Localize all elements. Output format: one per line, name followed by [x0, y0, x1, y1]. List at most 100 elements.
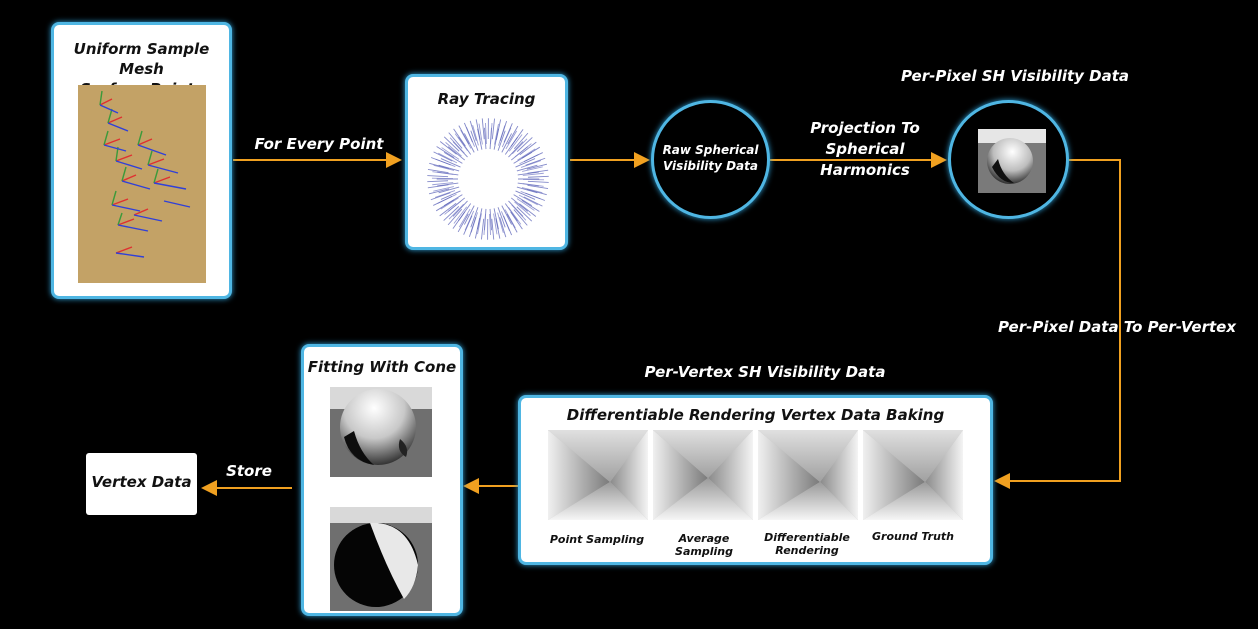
ray-line [518, 194, 538, 206]
ray-line [516, 186, 538, 194]
projection-line1: Projection To [810, 119, 920, 137]
ray-line [452, 211, 466, 229]
ray-line [434, 190, 456, 198]
ray-line [522, 172, 544, 176]
ray-line [474, 218, 481, 239]
edge-label-projection: Projection To Spherical Harmonics [790, 118, 940, 181]
ray-line [503, 123, 513, 143]
ray-line [495, 119, 502, 140]
ray-line [440, 197, 459, 210]
ray-line [507, 125, 519, 145]
ray-line [499, 217, 507, 238]
ray-line [527, 180, 549, 183]
ray-line [521, 200, 540, 212]
ray-line [443, 206, 460, 221]
ray-line [517, 148, 536, 161]
ray-line [483, 213, 486, 235]
raw-spherical-label: Raw Spherical Visibility Data [654, 142, 767, 174]
ray-line [497, 207, 506, 228]
raw-spherical-line2: Visibility Data [662, 159, 758, 173]
ray-line [427, 168, 449, 174]
ray-line [523, 196, 543, 207]
img-differentiable-rendering [758, 430, 858, 520]
ray-line [499, 120, 508, 142]
ray-line [523, 152, 543, 163]
ray-line [480, 218, 485, 240]
ray-line [440, 158, 461, 168]
ray-line [503, 215, 513, 236]
caption-point-sampling: Point Sampling [549, 533, 645, 546]
ray-line [448, 132, 463, 149]
ray-line [526, 163, 548, 170]
ray-line [522, 183, 544, 187]
caption-average-sampling: Average Sampling [675, 532, 733, 558]
ray-line [435, 199, 455, 212]
ray-line [513, 194, 533, 207]
ray-line [501, 133, 513, 153]
ray-line [513, 209, 528, 226]
ray-line [443, 136, 460, 152]
ray-line [514, 201, 531, 216]
fitting-node: Fitting With Cone [301, 344, 463, 616]
ray-line [527, 184, 549, 190]
per-pixel-node [948, 100, 1069, 219]
ray-sphere-image [427, 118, 549, 240]
ray-line [447, 146, 466, 161]
ray-line [489, 213, 491, 236]
img-ground-truth [863, 430, 963, 520]
ray-line [501, 205, 513, 225]
edge-label-pixel-to-vertex: Per-Pixel Data To Per-Vertex [997, 318, 1237, 336]
uniform-sample-title-line1: Uniform Sample Mesh [73, 40, 210, 78]
ray-line [516, 137, 533, 152]
ray-line [433, 151, 453, 162]
ray-line [527, 175, 549, 178]
projection-line3: Harmonics [820, 161, 910, 179]
ray-line [515, 158, 536, 168]
mesh-points-image [78, 85, 206, 283]
diff-rendering-title: Differentiable Rendering Vertex Data Bak… [566, 406, 945, 424]
ray-line [429, 162, 450, 170]
per-vertex-title: Per-Vertex SH Visibility Data [644, 363, 886, 381]
ray-line [454, 133, 468, 151]
ray-line [520, 160, 542, 168]
ray-line [441, 147, 460, 160]
ray-line [438, 152, 458, 164]
ray-line [525, 192, 546, 201]
ray-tracing-title: Ray Tracing [437, 90, 536, 108]
ray-line [436, 146, 455, 158]
ray-line [433, 195, 453, 206]
ray-line [510, 129, 524, 147]
ray-line [439, 202, 457, 217]
edge-label-for-every-point: For Every Point [254, 135, 384, 153]
ray-line [470, 130, 479, 151]
ray-line [452, 200, 468, 217]
ray-line [432, 171, 454, 175]
ray-line [521, 146, 541, 159]
ray-line [438, 186, 460, 194]
comparison-images [548, 430, 963, 520]
ray-line [449, 137, 465, 154]
caption-ground-truth: Ground Truth [871, 530, 955, 543]
ray-line [527, 169, 549, 174]
ray-line [469, 120, 477, 141]
ray-line [433, 186, 454, 192]
ray-line [440, 190, 461, 200]
diff-rendering-node: Differentiable Rendering Vertex Data Bak… [518, 395, 993, 565]
ray-line [490, 123, 493, 145]
ray-line [493, 213, 498, 235]
uniform-sample-node: Uniform Sample Mesh Surface Points [51, 22, 232, 299]
ray-line [432, 182, 454, 186]
ray-line [519, 141, 537, 156]
ray-line [504, 203, 518, 222]
ray-line [497, 130, 506, 151]
ray-line [477, 213, 482, 235]
fitting-title: Fitting With Cone [307, 358, 457, 376]
arrow-perpixel-to-diff [994, 159, 1121, 489]
ray-line [448, 203, 464, 220]
ray-line [468, 216, 477, 238]
ray-line [519, 203, 537, 217]
raw-spherical-node: Raw Spherical Visibility Data [651, 100, 770, 219]
ray-line [508, 207, 522, 225]
ray-line [497, 212, 504, 234]
